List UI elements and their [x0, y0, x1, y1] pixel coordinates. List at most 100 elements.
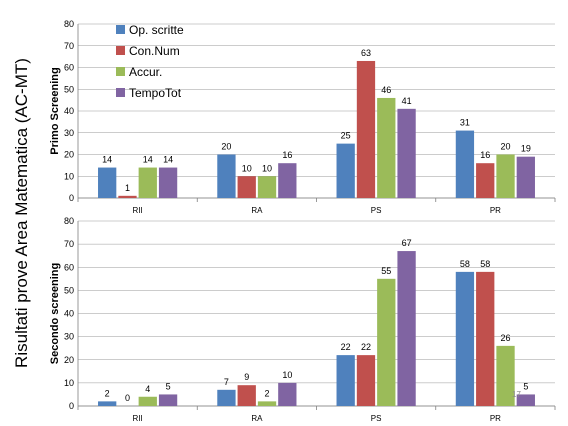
chart1-category-label: RA: [251, 206, 263, 215]
chart2-bar: [98, 401, 117, 406]
chart1-data-label: 46: [381, 85, 391, 95]
chart1-y-tick-label: 20: [64, 150, 74, 160]
chart1-data-label: 19: [521, 144, 531, 154]
chart1-bar: [138, 167, 157, 198]
chart1-legend-swatch: [116, 67, 125, 76]
chart1-data-label: 20: [501, 142, 511, 152]
chart1-data-label: 63: [361, 48, 371, 58]
chart1-data-label: 14: [163, 155, 173, 165]
chart1-legend-label: Op. scritte: [129, 23, 184, 37]
chart1-data-label: 16: [282, 150, 292, 160]
chart1-bar: [237, 176, 256, 198]
chart1-legend-label: Con.Num: [129, 44, 180, 58]
chart1-category-label: RII: [133, 206, 143, 215]
chart2-y-tick-label: 30: [64, 332, 74, 342]
chart2-bar: [377, 278, 396, 406]
chart2-data-label: 10: [282, 370, 292, 380]
chart1-bar: [397, 108, 416, 198]
chart2-y-tick-label: 50: [64, 285, 74, 295]
chart1-bar: [496, 154, 515, 198]
chart1-data-label: 10: [242, 163, 252, 173]
chart1-bar: [278, 163, 297, 198]
chart2-bar: [455, 271, 475, 406]
chart2-bar: [496, 345, 515, 406]
chart1-y-tick-label: 0: [69, 193, 74, 203]
chart2-bar: [278, 382, 297, 406]
chart2-data-label: 58: [480, 259, 490, 269]
chart2-bar: [516, 394, 535, 406]
chart1-bar: [336, 143, 355, 198]
chart2-bar: [217, 389, 236, 406]
chart2-bar: [257, 401, 277, 406]
chart2-bar: [158, 394, 178, 406]
chart1-legend-label: TempoTot: [129, 86, 182, 100]
chart1-bar: [158, 167, 178, 198]
chart2-data-label: 5: [166, 381, 171, 391]
chart2-data-label: 67: [402, 238, 412, 248]
chart1-data-label: 25: [341, 131, 351, 141]
chart1-bar: [98, 167, 117, 198]
chart1-data-label: 20: [221, 142, 231, 152]
chart2-y-tick-label: 80: [64, 216, 74, 226]
chart2-y-tick-label: 40: [64, 309, 74, 319]
chart2-y-tick-label: 0: [69, 401, 74, 411]
chart2-y-tick-label: 70: [64, 239, 74, 249]
chart1-y-tick-label: 40: [64, 106, 74, 116]
chart2-bar: [237, 385, 256, 406]
chart2-data-label: 9: [244, 372, 249, 382]
chart1-legend-swatch: [116, 25, 125, 34]
chart2-y-tick-label: 60: [64, 262, 74, 272]
chart2-category-label: RA: [251, 414, 263, 423]
chart1-y-tick-label: 70: [64, 41, 74, 51]
chart1-y-axis-label: Primo Screening: [49, 67, 61, 154]
chart1-y-tick-label: 30: [64, 128, 74, 138]
chart2-data-label: 5: [523, 381, 528, 391]
chart2-bar: [476, 271, 495, 406]
chart2-bar: [138, 396, 157, 406]
chart2-data-label: 55: [381, 266, 391, 276]
chart1-bar: [257, 176, 277, 198]
chart1-bar: [118, 195, 137, 198]
chart2-data-label: 7: [224, 377, 229, 387]
chart1-legend-label: Accur.: [129, 65, 162, 79]
chart1-legend-swatch: [116, 88, 125, 97]
chart1-category-label: PS: [371, 206, 382, 215]
chart1-bar: [516, 156, 535, 198]
chart2-y-axis-label: Secondo screening: [49, 263, 61, 364]
chart1-bar: [356, 60, 376, 198]
chart2-data-label: 58: [460, 259, 470, 269]
chart1-data-label: 31: [460, 118, 470, 128]
chart2-data-label: 22: [341, 342, 351, 352]
chart2-bar: [356, 355, 376, 406]
chart2-data-label: 26: [501, 333, 511, 343]
chart2-data-label: 2: [265, 388, 270, 398]
chart1-data-label: 10: [262, 163, 272, 173]
chart2-data-label: 0: [125, 393, 130, 403]
chart1-data-label: 16: [480, 150, 490, 160]
chart1-bar: [377, 97, 396, 198]
chart2-data-label: 4: [145, 384, 150, 394]
chart2-category-label: RII: [133, 414, 143, 423]
chart1-data-label: 14: [143, 155, 153, 165]
chart1-category-label: PR: [490, 206, 501, 215]
chart2-y-tick-label: 10: [64, 378, 74, 388]
chart2-data-label: 2: [105, 388, 110, 398]
chart2-bar: [336, 355, 355, 406]
chart1-bar: [217, 154, 236, 198]
chart1-y-tick-label: 10: [64, 171, 74, 181]
page-number: 17: [512, 390, 521, 399]
chart1-data-label: 41: [402, 96, 412, 106]
chart1-data-label: 1: [125, 183, 130, 193]
chart1-y-tick-label: 60: [64, 63, 74, 73]
chart1-bar: [476, 163, 495, 198]
chart1-y-tick-label: 80: [64, 19, 74, 29]
chart1-bar: [455, 130, 475, 198]
chart2-category-label: PR: [490, 414, 501, 423]
chart2-data-label: 22: [361, 342, 371, 352]
chart2-category-label: PS: [371, 414, 382, 423]
chart1-legend-swatch: [116, 46, 125, 55]
chart1-data-label: 14: [102, 155, 112, 165]
chart2-y-tick-label: 20: [64, 355, 74, 365]
